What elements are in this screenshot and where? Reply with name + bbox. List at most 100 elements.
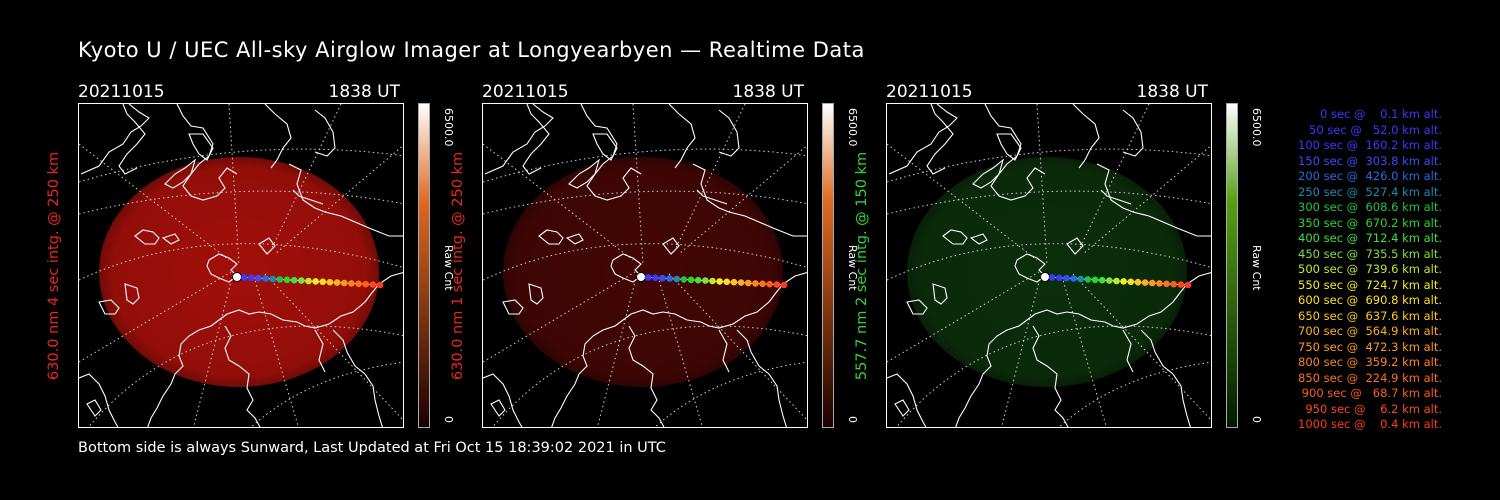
trajectory-point	[376, 281, 384, 289]
legend-entry: 600 sec @ 690.8 km alt.	[1294, 293, 1442, 307]
trajectory-point	[1063, 274, 1070, 282]
trajectory-point	[333, 279, 341, 286]
legend-entry: 150 sec @ 303.8 km alt.	[1294, 153, 1442, 168]
legend-entry: 800 sec @ 359.2 km alt.	[1294, 355, 1442, 369]
trajectory-point	[362, 280, 370, 288]
trajectory-point	[240, 274, 248, 281]
legend-entry: 550 sec @ 724.7 km alt.	[1294, 277, 1442, 292]
trajectory-point	[348, 280, 355, 287]
trajectory-point	[1141, 279, 1149, 286]
legend-entry: 250 sec @ 527.4 km alt.	[1294, 184, 1442, 199]
colorbar-unit-label: Raw Cnt	[442, 245, 455, 291]
page-title: Kyoto U / UEC All-sky Airglow Imager at …	[78, 38, 865, 62]
trajectory-point	[652, 274, 659, 282]
colorbar-max-label: 6500.0	[442, 108, 455, 147]
trajectory-point	[319, 278, 327, 286]
trajectory-point	[737, 279, 745, 286]
coastline	[887, 104, 1211, 427]
colorbar-min-label: 0	[846, 416, 859, 423]
trajectory-point	[744, 279, 752, 287]
trajectory-point	[687, 276, 695, 284]
trajectory-point	[355, 280, 362, 288]
legend-entry: 900 sec @ 68.7 km alt.	[1298, 386, 1442, 400]
trajectory-point	[1170, 280, 1177, 288]
trajectory-point	[673, 275, 681, 283]
trajectory-point	[659, 274, 666, 282]
legend-entry: 1000 sec @ 0.4 km alt.	[1298, 417, 1442, 431]
panel-time: 1838 UT	[1136, 82, 1209, 102]
legend-entry: 450 sec @ 735.5 km alt.	[1294, 246, 1442, 261]
trajectory-point	[1184, 281, 1192, 289]
legend-entry: 50 sec @ 52.0 km alt.	[1301, 122, 1442, 137]
panel-wavelength-label: 557.7 nm 2 sec intg. @ 150 km	[854, 151, 870, 381]
trajectory-point	[1127, 278, 1135, 286]
panel-wavelength-label: 630.0 nm 1 sec intg. @ 250 km	[450, 151, 466, 381]
colorbar	[418, 103, 430, 428]
trajectory-point	[269, 275, 277, 283]
legend-entry: 0 sec @ 0.1 km alt.	[1309, 107, 1442, 121]
colorbar-min-label: 0	[1250, 416, 1263, 423]
trajectory-point	[723, 278, 731, 286]
rocket-trajectory	[232, 272, 384, 289]
legend-entry: 500 sec @ 739.6 km alt.	[1294, 262, 1442, 276]
image-panel-1: 20211015 1838 UT 630.0 nm 4 sec intg. @ 25…	[46, 80, 455, 430]
allsky-image	[482, 103, 808, 428]
legend-entry: 200 sec @ 426.0 km alt.	[1294, 169, 1442, 183]
legend-entry: 950 sec @ 6.2 km alt.	[1301, 401, 1442, 416]
trajectory-point	[255, 274, 262, 282]
trajectory-point	[326, 278, 334, 286]
colorbar-unit-label: Raw Cnt	[1250, 245, 1263, 291]
trajectory-point	[283, 276, 291, 284]
trajectory-point	[680, 276, 688, 283]
allsky-image	[886, 103, 1212, 428]
rocket-trajectory	[1040, 272, 1192, 289]
allsky-map	[79, 104, 403, 427]
trajectory-point	[276, 276, 284, 283]
legend-entry: 750 sec @ 472.3 km alt.	[1294, 339, 1442, 354]
allsky-image	[78, 103, 404, 428]
trajectory-point	[1070, 275, 1077, 282]
trajectory-point	[290, 276, 298, 284]
coastline	[79, 104, 403, 427]
trajectory-point	[232, 272, 242, 282]
trajectory-point	[759, 280, 766, 288]
panel-date: 20211015	[78, 82, 165, 102]
trajectory-point	[752, 280, 759, 287]
trajectory-point	[1156, 280, 1163, 287]
trajectory-point	[298, 277, 305, 284]
trajectory-point	[1091, 276, 1099, 284]
trajectory-point	[1120, 278, 1127, 285]
trajectory-point	[709, 277, 716, 285]
legend-entry: 700 sec @ 564.9 km alt.	[1294, 324, 1442, 338]
trajectory-point	[1056, 274, 1063, 282]
trajectory-point	[312, 278, 319, 285]
trajectory-point	[780, 281, 788, 289]
trajectory-point	[248, 274, 255, 282]
trajectory-point	[340, 279, 348, 287]
panel-date: 20211015	[886, 82, 973, 102]
trajectory-point	[1098, 276, 1106, 284]
trajectory-point	[1106, 277, 1113, 284]
trajectory-point	[766, 280, 773, 288]
trajectory-point	[1040, 272, 1050, 282]
trajectory-point	[1048, 274, 1056, 281]
colorbar	[1226, 103, 1238, 428]
legend-entry: 400 sec @ 712.4 km alt.	[1294, 231, 1442, 245]
trajectory-point	[702, 277, 709, 284]
colorbar-max-label: 6500.0	[846, 108, 859, 147]
trajectory-point	[262, 275, 269, 282]
colorbar-max-label: 6500.0	[1250, 108, 1263, 147]
panel-time: 1838 UT	[732, 82, 805, 102]
trajectory-point	[1113, 277, 1120, 285]
legend-entry: 350 sec @ 670.2 km alt.	[1294, 215, 1442, 230]
trajectory-legend: 0 sec @ 0.1 km alt. 50 sec @ 52.0 km alt…	[1262, 107, 1442, 433]
footer-note: Bottom side is always Sunward, Last Upda…	[78, 440, 666, 456]
trajectory-point	[636, 272, 646, 282]
allsky-map	[483, 104, 807, 427]
trajectory-point	[1084, 276, 1092, 283]
colorbar	[822, 103, 834, 428]
trajectory-point	[716, 278, 723, 285]
trajectory-point	[369, 281, 377, 288]
trajectory-point	[1148, 279, 1156, 287]
airglow-field	[907, 157, 1187, 387]
